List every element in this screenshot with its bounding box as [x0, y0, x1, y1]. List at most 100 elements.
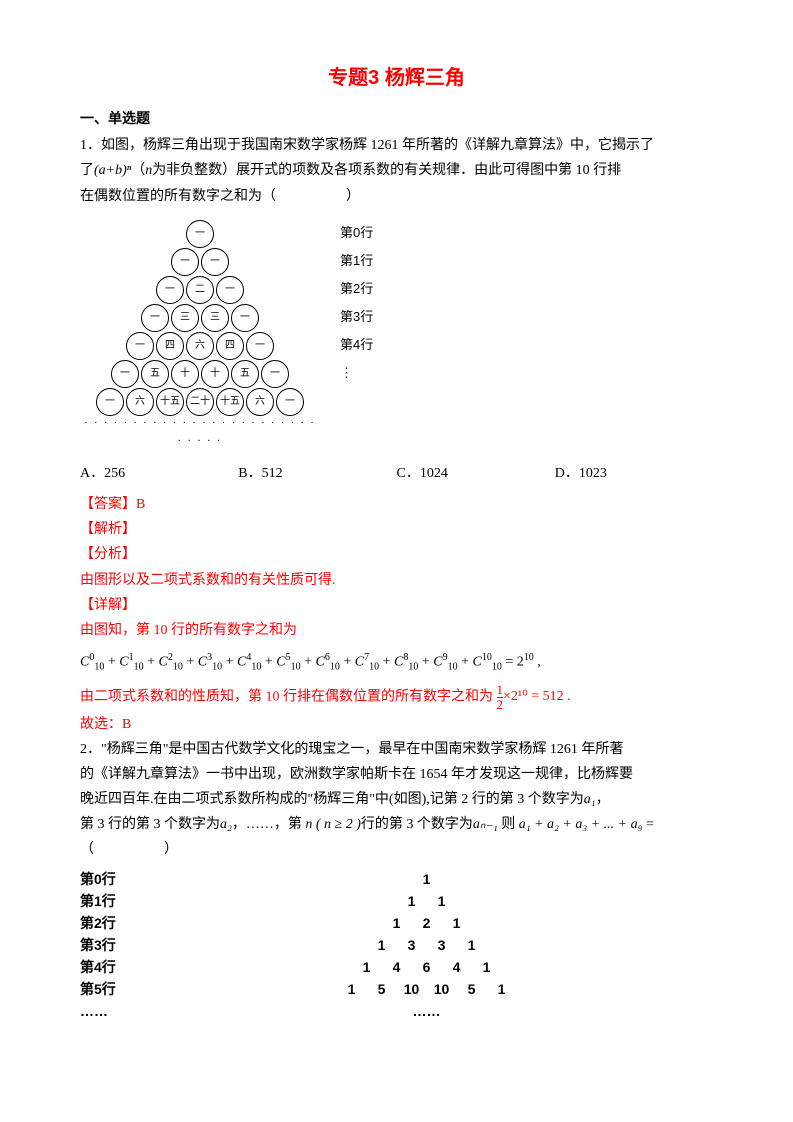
q2-text1: "杨辉三角"是中国古代数学文化的瑰宝之一，最早在中国南宋数学家杨辉 1261 年…	[101, 742, 623, 757]
tri2-dots-row: …………	[80, 1001, 713, 1023]
q1-t2post: 为非负整数）展开式的项数及各项系数的有关规律．由此可得图中第 10 行排	[152, 163, 621, 178]
q2-a2: a₂	[220, 817, 232, 832]
row-label: 第3行	[340, 303, 373, 331]
q2-t4pre: 第 3 行的第 3 个数字为	[80, 817, 220, 832]
triangle-node: 六	[186, 332, 214, 360]
triangle-node: 一	[96, 388, 124, 416]
q1-line3: 在偶数位置的所有数字之和为（ ）	[80, 184, 713, 209]
triangle-node: 一	[216, 276, 244, 304]
q2-t4mid2: 行的第 3 个数字为	[361, 817, 473, 832]
option-d[interactable]: D．1023	[555, 461, 713, 486]
conclusion: 由二项式系数和的性质知，第 10 行排在偶数位置的所有数字之和为 12×2¹⁰ …	[80, 683, 713, 712]
q1-math: (a+b)ⁿ	[94, 163, 131, 178]
row-label: 第4行	[340, 331, 373, 359]
tri2-row: 第4行14641	[80, 957, 713, 979]
triangle-row: 一六十五二十十五六一	[80, 387, 320, 417]
section-heading: 一、单选题	[80, 106, 713, 131]
q2-t4mid: ，……，第	[232, 817, 306, 832]
guxuan: 故选：B	[80, 712, 713, 737]
row-label: 第0行	[340, 219, 373, 247]
fenxi-text: 由图形以及二项式系数和的有关性质可得.	[80, 568, 713, 593]
triangle-row: 一	[80, 219, 320, 249]
triangle-node: 一	[231, 304, 259, 332]
option-b[interactable]: B．512	[238, 461, 396, 486]
q1-t2mid: （	[131, 163, 145, 178]
option-c[interactable]: C．1024	[397, 461, 555, 486]
triangle-row: 一二一	[80, 275, 320, 305]
q1-text1: 如图，杨辉三角出现于我国南宋数学家杨辉 1261 年所著的《详解九章算法》中，它…	[101, 138, 654, 153]
triangle-row: 一一	[80, 247, 320, 277]
triangle-node: 一	[171, 248, 199, 276]
q2-a1: a₁	[584, 792, 596, 807]
triangle-node: 三	[201, 304, 229, 332]
triangle-node: 一	[141, 304, 169, 332]
triangle-node: 一	[261, 360, 289, 388]
conc-post: ×2¹⁰ = 512 .	[503, 689, 571, 704]
binomial-formula: C010 + C110 + C210 + C310 + C410 + C510 …	[80, 649, 713, 676]
pascal-triangle: 一一一一二一一三三一一四六四一一五十十五一一六十五二十十五六一· · · · ·…	[80, 219, 320, 451]
q2-line4: 第 3 行的第 3 个数字为a₂，……，第 n ( n ≥ 2 )行的第 3 个…	[80, 812, 713, 837]
triangle-node: 四	[216, 332, 244, 360]
q2-n: n ( n ≥ 2 )	[305, 817, 361, 832]
jiexi-label: 【解析】	[80, 517, 713, 542]
xiangjie-label: 【详解】	[80, 593, 713, 618]
q2-line3: 晚近四百年.在由二项式系数所构成的"杨辉三角"中(如图),记第 2 行的第 3 …	[80, 787, 713, 812]
vdots-icon: ⋮	[340, 359, 373, 387]
triangle-node: 六	[246, 388, 274, 416]
tri2-row: 第1行11	[80, 891, 713, 913]
triangle-node: 一	[186, 220, 214, 248]
pascal-triangle-figure: 一一一一二一一三三一一四六四一一五十十五一一六十五二十十五六一· · · · ·…	[80, 219, 713, 451]
triangle-row: 一四六四一	[80, 331, 320, 361]
row-label: 第2行	[340, 275, 373, 303]
triangle-node: 十	[201, 360, 229, 388]
triangle-node: 二	[186, 276, 214, 304]
q1-line2: 了(a+b)ⁿ（n为非负整数）展开式的项数及各项系数的有关规律．由此可得图中第 …	[80, 158, 713, 183]
row-labels: 第0行第1行第2行第3行第4行⋮	[340, 219, 373, 387]
q2-line2: 的《详解九章算法》一书中出现，欧洲数学家帕斯卡在 1654 年才发现这一规律，比…	[80, 762, 713, 787]
tri2-row: 第0行1	[80, 869, 713, 891]
triangle-node: 五	[231, 360, 259, 388]
triangle-row: 一五十十五一	[80, 359, 320, 389]
row-label: 第1行	[340, 247, 373, 275]
fenxi-label: 【分析】	[80, 542, 713, 567]
triangle-node: 一	[201, 248, 229, 276]
tri2-row: 第5行15101051	[80, 979, 713, 1001]
q2-paren: （ ）	[80, 837, 713, 862]
q2-an: aₙ₋₁	[473, 817, 498, 832]
q2-eq: =	[643, 817, 654, 832]
tri2-row: 第3行1331	[80, 935, 713, 957]
triangle-node: 一	[111, 360, 139, 388]
triangle-node: 一	[126, 332, 154, 360]
pascal-triangle-2: 第0行1第1行11第2行121第3行1331第4行14641第5行1510105…	[80, 869, 713, 1023]
triangle-row: 一三三一	[80, 303, 320, 333]
q2-t3pre: 晚近四百年.在由二项式系数所构成的"杨辉三角"中(如图),记第 2 行的第 3 …	[80, 792, 584, 807]
q1-number: 1．	[80, 138, 101, 153]
q2-comma: ，	[596, 792, 610, 807]
xiangjie-text: 由图知，第 10 行的所有数字之和为	[80, 618, 713, 643]
triangle-node: 四	[156, 332, 184, 360]
q2-line1: 2．"杨辉三角"是中国古代数学文化的瑰宝之一，最早在中国南宋数学家杨辉 1261…	[80, 737, 713, 762]
tri2-dots-left: ……	[80, 999, 140, 1024]
q2-sum: a₁ + a₂ + a₃ + ... + a₉	[519, 817, 643, 832]
triangle-node: 二十	[186, 388, 214, 416]
triangle-dots: · · · · · · · · · · · · · · · · · · · · …	[80, 415, 320, 451]
tri2-dots-center: ……	[140, 999, 713, 1024]
q1-t2pre: 了	[80, 163, 94, 178]
triangle-node: 三	[171, 304, 199, 332]
answer-label: 【答案】B	[80, 492, 713, 517]
triangle-node: 一	[276, 388, 304, 416]
tri2-row: 第2行121	[80, 913, 713, 935]
q1-options: A．256 B．512 C．1024 D．1023	[80, 461, 713, 486]
triangle-node: 十五	[156, 388, 184, 416]
triangle-node: 十	[171, 360, 199, 388]
q1-line1: 1．如图，杨辉三角出现于我国南宋数学家杨辉 1261 年所著的《详解九章算法》中…	[80, 133, 713, 158]
q2-number: 2．	[80, 742, 101, 757]
option-a[interactable]: A．256	[80, 461, 238, 486]
triangle-node: 一	[156, 276, 184, 304]
triangle-node: 十五	[216, 388, 244, 416]
q2-t4mid3: 则	[498, 817, 519, 832]
triangle-node: 六	[126, 388, 154, 416]
triangle-node: 一	[246, 332, 274, 360]
conc-pre: 由二项式系数和的性质知，第 10 行排在偶数位置的所有数字之和为	[80, 689, 493, 704]
page-title: 专题3 杨辉三角	[80, 60, 713, 96]
